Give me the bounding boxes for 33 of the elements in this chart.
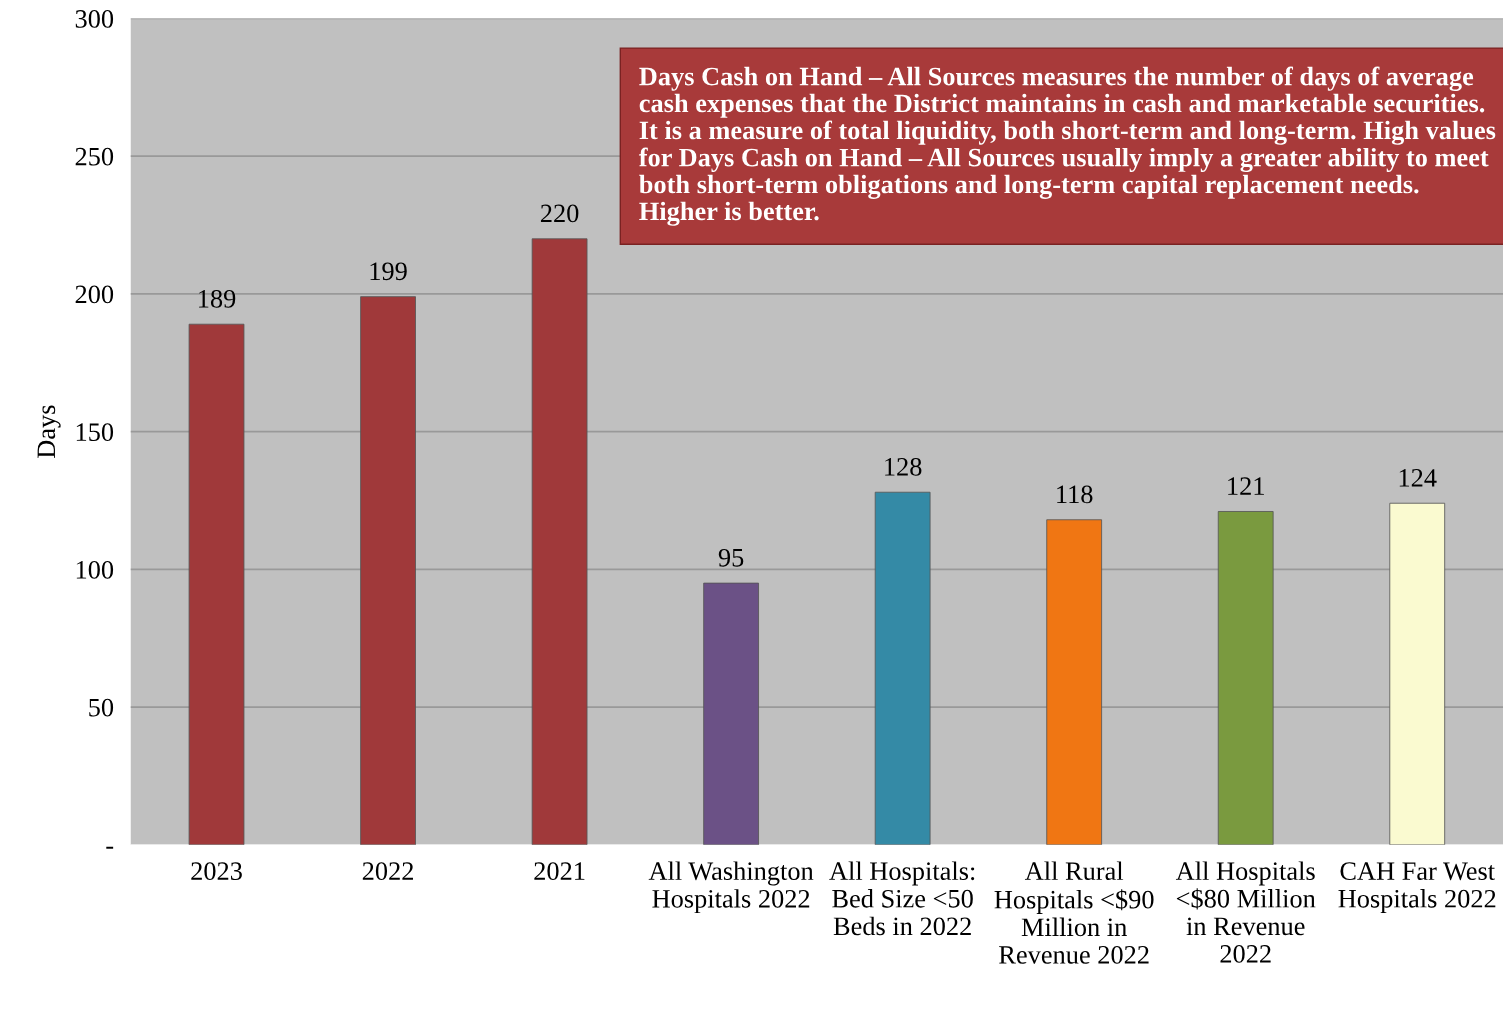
x-tick-label: All Washington Hospitals 2022 bbox=[648, 861, 814, 914]
x-tick-label: All Hospitals: Bed Size <50 Beds in 2022 bbox=[829, 861, 975, 936]
data-label: 118 bbox=[1057, 485, 1093, 504]
bar bbox=[360, 296, 416, 845]
bar bbox=[1046, 519, 1103, 845]
y-tick-label: 150 bbox=[76, 423, 114, 442]
bar bbox=[1217, 511, 1274, 845]
data-label: 199 bbox=[370, 262, 407, 281]
annotation: Days Cash on Hand – All Sources measures the number of days of average cash expenses that the District maintains in cash and marketable securities. It is a measure of total liquidity, both short-term and long-term. High values for Days Cash on Hand – All Sources usually imply a greater ability to meet both short-term obligations and long-term capital replacement needs. Higher is better. bbox=[638, 66, 1496, 226]
data-label: 121 bbox=[1228, 477, 1264, 495]
data-label: 189 bbox=[199, 289, 236, 308]
y-tick-label: 100 bbox=[76, 560, 114, 579]
data-label: 128 bbox=[885, 457, 922, 476]
data-label: 124 bbox=[1399, 469, 1437, 487]
y-tick-label: 300 bbox=[75, 10, 114, 28]
bar bbox=[188, 323, 245, 845]
bar bbox=[703, 582, 759, 845]
y-axis-title: Days bbox=[37, 405, 61, 458]
x-tick-label: All Hospitals <$80 Million in Revenue 2022 bbox=[1175, 861, 1316, 963]
x-tick-label: 2023 bbox=[191, 862, 242, 881]
data-label: 220 bbox=[540, 204, 579, 223]
bar bbox=[531, 238, 588, 845]
x-tick-label: All Rural Hospitals <$90 Million in Revenue 2022 bbox=[994, 861, 1154, 964]
data-label: 95 bbox=[718, 548, 744, 567]
y-tick-label: - bbox=[106, 846, 114, 849]
x-tick-label: 2022 bbox=[362, 862, 413, 881]
x-tick-label: 2021 bbox=[534, 862, 585, 881]
y-tick-label: 200 bbox=[75, 285, 114, 304]
y-tick-label: 50 bbox=[89, 698, 114, 717]
bar bbox=[874, 491, 931, 845]
x-tick-label: CAH Far West Hospitals 2022 bbox=[1338, 862, 1496, 913]
y-tick-label: 250 bbox=[75, 147, 114, 166]
bar bbox=[1389, 502, 1446, 845]
